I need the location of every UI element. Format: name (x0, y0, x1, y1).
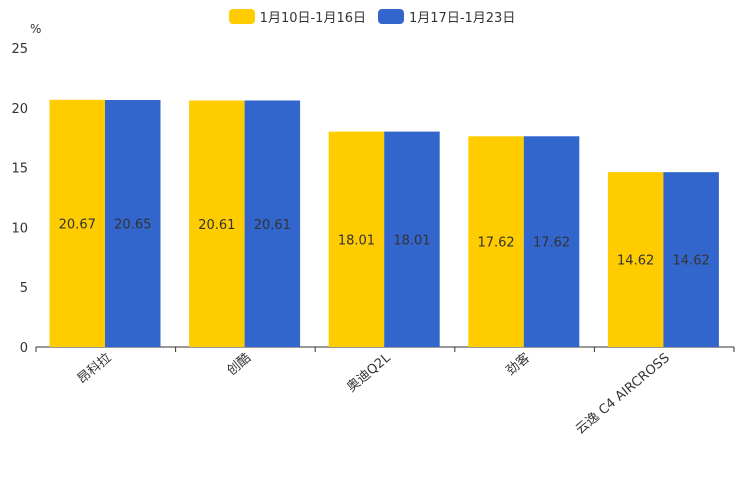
bar-series-2 (105, 100, 161, 347)
y-tick-label: 25 (11, 42, 28, 57)
data-label-series-2: 14.62 (673, 254, 710, 269)
y-tick-label: 20 (11, 102, 28, 117)
data-label-series-2: 20.65 (114, 218, 151, 233)
y-tick-label: 10 (11, 221, 28, 236)
legend-item-series-2[interactable]: 1月17日-1月23日 (378, 7, 515, 26)
legend-label-series-2: 1月17日-1月23日 (409, 11, 516, 26)
legend-label-series-1: 1月10日-1月16日 (259, 11, 366, 26)
bar-series-1 (607, 172, 664, 347)
x-category-label: 奥迪Q2L (344, 350, 394, 395)
data-label-series-1: 17.62 (477, 236, 514, 251)
y-tick-label: 0 (20, 341, 28, 356)
x-category-label: 创酷 (224, 351, 254, 379)
y-axis-unit: % (30, 22, 41, 36)
x-category-label: 昂科拉 (75, 351, 115, 388)
data-label-series-1: 18.01 (338, 233, 375, 248)
data-label-series-1: 20.61 (198, 218, 235, 233)
legend-swatch-series-2 (378, 9, 404, 24)
bar-series-2 (663, 172, 719, 347)
data-label-series-1: 14.62 (617, 254, 654, 269)
bar-series-1 (189, 100, 245, 348)
x-category-label: 劲客 (503, 350, 533, 379)
y-tick-label: 5 (20, 281, 28, 296)
x-category-label: 云逸 C4 AIRCROSS (573, 351, 673, 438)
bar-series-2 (244, 100, 301, 348)
data-label-series-2: 18.01 (393, 233, 430, 248)
bar-series-2 (384, 131, 440, 347)
bar-series-2 (523, 136, 580, 347)
legend-swatch-series-1 (228, 9, 255, 24)
data-label-series-1: 20.67 (59, 217, 96, 232)
bar-series-1 (49, 99, 105, 347)
data-label-series-2: 20.61 (254, 218, 291, 233)
y-tick-label: 15 (11, 162, 28, 177)
bar-series-1 (328, 131, 385, 347)
legend-item-series-1[interactable]: 1月10日-1月16日 (228, 7, 366, 26)
legend: 1月10日-1月16日 1月17日-1月23日 (0, 7, 744, 26)
data-label-series-2: 17.62 (533, 236, 570, 251)
bar-series-1 (468, 136, 524, 347)
